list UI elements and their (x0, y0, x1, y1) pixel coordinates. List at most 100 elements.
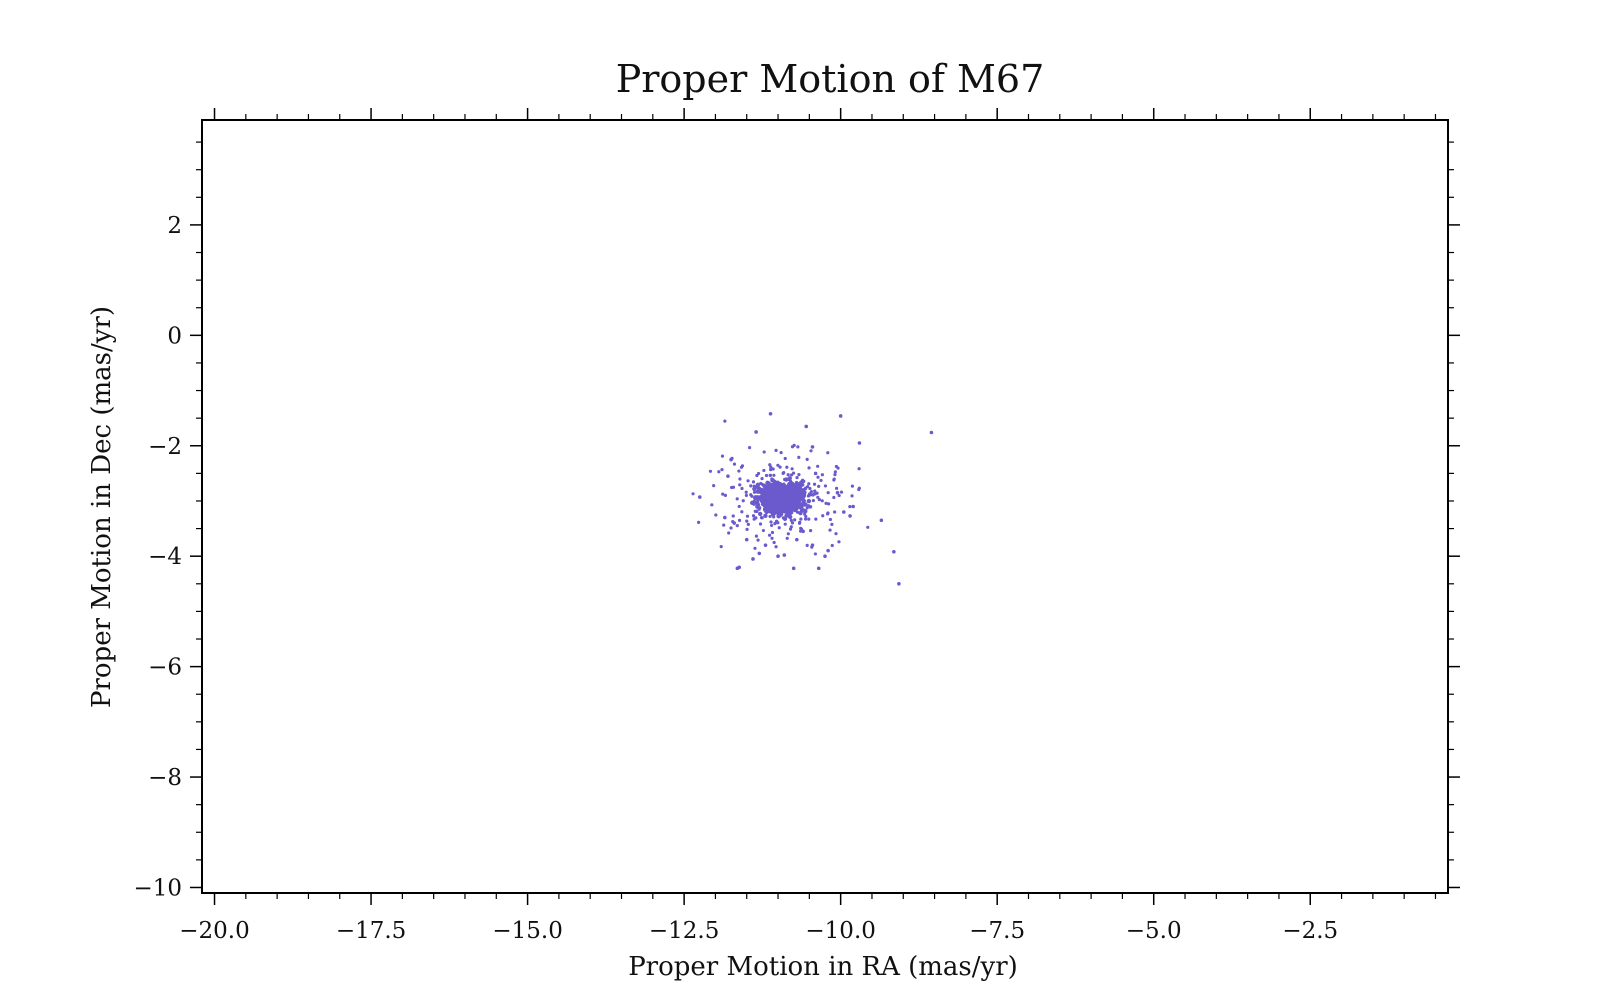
data-point (804, 514, 808, 519)
data-point (767, 492, 772, 497)
data-point (833, 470, 837, 474)
data-point (764, 473, 769, 478)
data-point (732, 462, 737, 466)
data-point (791, 566, 796, 571)
data-point (714, 513, 718, 517)
data-point (731, 514, 735, 518)
data-point (772, 473, 776, 477)
data-point (768, 533, 772, 537)
data-point (753, 546, 757, 550)
data-point (798, 493, 802, 498)
data-point (841, 510, 846, 514)
data-point (832, 477, 836, 481)
data-point (793, 486, 797, 490)
data-point (806, 494, 810, 498)
data-point (857, 487, 861, 492)
data-point (754, 534, 759, 538)
y-tick-label: −10 (133, 875, 182, 901)
data-point (737, 565, 742, 570)
data-point (760, 498, 764, 502)
data-point (712, 484, 716, 488)
data-point (753, 495, 758, 499)
data-point (717, 470, 721, 474)
data-point (788, 510, 792, 514)
data-point (720, 468, 724, 472)
data-point (814, 517, 818, 521)
x-tick-label: −7.5 (969, 918, 1025, 944)
data-point (823, 554, 827, 558)
data-point (826, 491, 830, 495)
data-point (850, 494, 854, 498)
data-point (799, 517, 803, 521)
x-tick-label: −15.0 (492, 918, 562, 944)
data-point (768, 411, 773, 416)
data-point (816, 475, 820, 479)
data-point (790, 467, 794, 471)
data-point (839, 490, 844, 494)
x-tick-label: −12.5 (649, 918, 719, 944)
data-point (778, 465, 782, 469)
data-point (897, 582, 901, 586)
data-point (697, 520, 701, 524)
data-point (812, 482, 817, 486)
data-point (929, 430, 934, 435)
data-point (817, 497, 822, 502)
data-point (746, 522, 750, 526)
data-point (771, 511, 776, 515)
data-point (837, 493, 841, 498)
data-point (744, 537, 749, 542)
data-point (745, 519, 749, 523)
data-point (771, 484, 775, 488)
data-point (826, 451, 830, 455)
data-point (752, 499, 756, 503)
data-point (810, 445, 815, 449)
y-tick-label: −8 (148, 765, 182, 791)
data-point (790, 445, 795, 449)
data-point (803, 512, 807, 516)
data-point (783, 456, 787, 461)
data-point (807, 517, 811, 521)
data-point (745, 514, 750, 518)
data-point (796, 445, 800, 449)
data-point (790, 489, 795, 494)
data-point (788, 527, 793, 531)
data-point (767, 484, 771, 488)
data-point (809, 449, 813, 453)
y-axis-label: Proper Motion in Dec (mas/yr) (87, 306, 117, 708)
plot-area-frame (201, 119, 1449, 894)
data-point (794, 480, 799, 485)
data-point (828, 528, 832, 532)
data-point (833, 473, 837, 477)
data-point (774, 495, 780, 501)
data-point (785, 536, 789, 540)
data-point (731, 485, 736, 489)
data-point (795, 510, 800, 514)
data-point (779, 450, 783, 455)
data-point (721, 492, 725, 496)
data-point (783, 522, 787, 526)
axis-ticks: −20.0 −17.5 −15.0 −12.5 −10.0 −7.5 −5.0 −2.5 2 0 −… (133, 108, 1460, 944)
data-point (813, 489, 817, 493)
data-point (832, 495, 836, 500)
data-point (813, 471, 818, 476)
data-point (783, 477, 787, 482)
data-point (857, 441, 862, 445)
data-point (797, 473, 801, 477)
data-point (826, 548, 830, 553)
data-point (719, 545, 723, 549)
x-tick-label: −5.0 (1126, 918, 1182, 944)
data-point (833, 510, 837, 514)
data-point (754, 485, 758, 489)
data-point (773, 505, 778, 510)
data-point (697, 495, 702, 499)
data-point (691, 492, 695, 496)
data-point (802, 492, 806, 496)
data-point (760, 516, 764, 520)
data-point (720, 454, 725, 458)
data-point (810, 543, 815, 547)
data-point (816, 464, 820, 468)
data-point (770, 536, 774, 540)
data-point (866, 525, 870, 529)
data-point (755, 473, 759, 478)
